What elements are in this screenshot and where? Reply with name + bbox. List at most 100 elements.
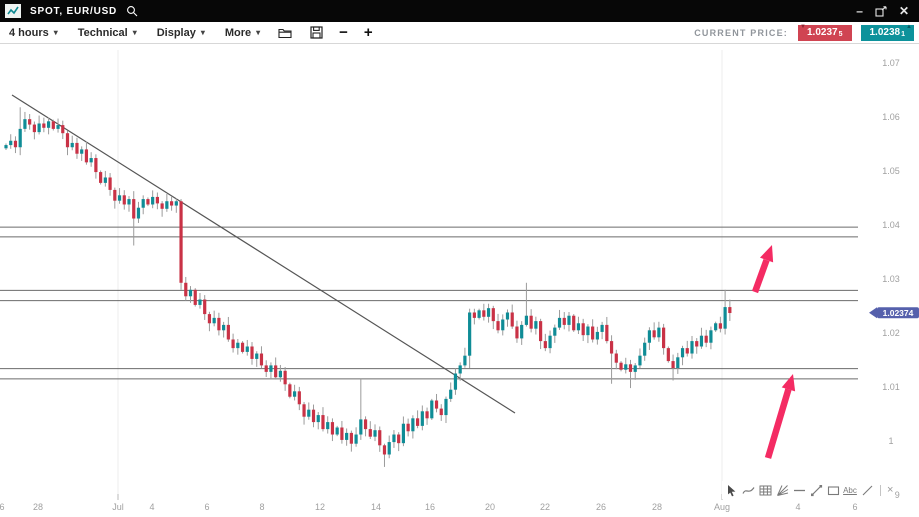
open-folder-icon[interactable] — [278, 27, 292, 39]
candle — [70, 142, 74, 148]
more-label: More — [224, 26, 252, 39]
candle — [32, 124, 36, 133]
candle — [75, 142, 79, 154]
x-axis-label: 12 — [315, 502, 325, 512]
candle — [576, 323, 581, 331]
candle — [614, 353, 618, 363]
current-price-label: CURRENT PRICE: — [694, 27, 788, 38]
x-axis-label: 4 — [795, 502, 800, 512]
candle — [434, 400, 439, 409]
rectangle-tool-icon[interactable] — [826, 483, 840, 497]
horizontal-line-tool-icon[interactable] — [792, 483, 806, 497]
popout-button[interactable] — [875, 5, 887, 17]
technical-dropdown[interactable]: Technical ▾ — [78, 27, 137, 39]
candle — [259, 353, 264, 366]
candle — [363, 419, 368, 430]
candle — [217, 317, 221, 331]
candle — [572, 315, 576, 331]
x-axis-label: 6 — [0, 502, 5, 512]
candle — [18, 128, 22, 148]
candle — [449, 389, 453, 399]
candle — [255, 353, 259, 359]
candle — [666, 348, 670, 362]
price-down-icon: ▼ — [800, 23, 806, 30]
close-drawing-toolbar-icon[interactable]: × — [887, 483, 894, 496]
display-dropdown[interactable]: Display ▾ — [157, 27, 205, 39]
candle — [543, 341, 547, 349]
y-axis-label: 1.02 — [882, 328, 900, 338]
annotation-arrow-shaft[interactable] — [764, 388, 792, 459]
candle — [628, 364, 633, 372]
y-axis-label: 1.07 — [882, 58, 900, 68]
candle — [51, 121, 55, 129]
candle — [278, 370, 282, 378]
candle — [444, 398, 448, 416]
y-axis-label: 1 — [888, 436, 893, 446]
candle — [704, 335, 708, 343]
zoom-out-button[interactable]: − — [339, 23, 348, 41]
drawing-toolbar: Abc × — [722, 481, 896, 499]
candle — [605, 324, 609, 342]
fan-lines-tool-icon[interactable] — [775, 483, 789, 497]
x-axis-label: 26 — [596, 502, 606, 512]
annotation-arrow-shaft[interactable] — [751, 258, 770, 294]
x-axis-label: 28 — [33, 502, 43, 512]
candle — [302, 404, 306, 417]
zoom-in-button[interactable]: + — [363, 23, 373, 41]
candle — [46, 121, 51, 128]
x-axis-label: 6 — [852, 502, 857, 512]
candle — [155, 196, 159, 204]
candle — [501, 319, 505, 331]
candle — [647, 330, 652, 343]
candle — [510, 312, 514, 327]
candle — [420, 411, 424, 426]
minimize-button[interactable]: – — [856, 4, 863, 18]
candle — [387, 442, 391, 455]
timeframe-dropdown[interactable]: 4 hours ▾ — [9, 27, 58, 39]
annotation-arrow-head[interactable] — [781, 374, 796, 392]
candlestick-chart[interactable]: 1.071.061.051.041.031.021.0110.99628Jul4… — [0, 44, 919, 517]
candle — [397, 434, 401, 444]
candle — [486, 308, 491, 317]
search-icon[interactable] — [126, 5, 138, 17]
candle — [406, 423, 410, 432]
curved-line-tool-icon[interactable] — [741, 483, 755, 497]
close-button[interactable]: ✕ — [898, 4, 909, 18]
candle — [165, 201, 169, 209]
x-axis-label: 14 — [371, 502, 381, 512]
trendline[interactable] — [11, 94, 516, 414]
candle — [633, 365, 637, 372]
candle — [198, 299, 202, 305]
candle — [231, 339, 235, 349]
candle — [439, 408, 443, 416]
candle — [411, 418, 415, 432]
candle — [676, 357, 680, 369]
trend-segment-tool-icon[interactable] — [809, 483, 823, 497]
candle — [591, 326, 595, 340]
pointer-tool-icon[interactable] — [724, 483, 738, 497]
candle — [141, 199, 145, 208]
candle — [359, 419, 363, 435]
y-axis-label: 1.05 — [882, 166, 900, 176]
candle — [709, 330, 713, 343]
chevron-down-icon: ▾ — [200, 28, 205, 37]
candle — [529, 315, 533, 329]
candle — [132, 199, 136, 219]
candle — [690, 341, 694, 354]
candle — [463, 355, 467, 366]
candle — [401, 423, 406, 444]
grid-tool-icon[interactable] — [758, 483, 772, 497]
annotation-arrow-head[interactable] — [759, 245, 774, 263]
candle — [94, 158, 98, 173]
more-dropdown[interactable]: More ▾ — [225, 27, 260, 39]
save-icon[interactable] — [310, 26, 323, 39]
bid-price-badge: ▼ 1.0237 5 — [798, 23, 852, 41]
chart-canvas[interactable]: 1.071.061.051.041.031.021.0110.99628Jul4… — [0, 44, 919, 517]
text-tool-icon[interactable]: Abc — [843, 485, 857, 495]
diagonal-line-tool-icon[interactable] — [860, 483, 874, 497]
candle — [297, 391, 301, 405]
candle — [160, 203, 164, 209]
price-up-icon: ▲ — [906, 23, 912, 30]
candle — [193, 289, 197, 305]
x-axis-label: 22 — [540, 502, 550, 512]
